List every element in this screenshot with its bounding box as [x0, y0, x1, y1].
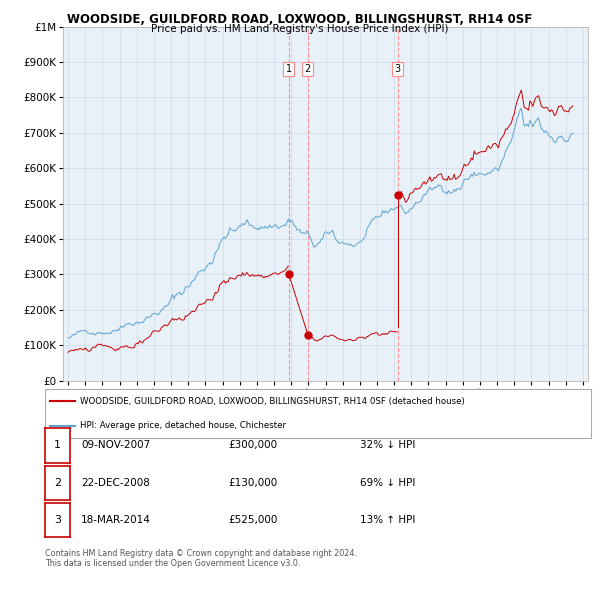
Text: 22-DEC-2008: 22-DEC-2008	[81, 478, 150, 487]
Text: 09-NOV-2007: 09-NOV-2007	[81, 441, 150, 450]
Text: 3: 3	[54, 516, 61, 525]
Text: Price paid vs. HM Land Registry's House Price Index (HPI): Price paid vs. HM Land Registry's House …	[151, 24, 449, 34]
Text: £300,000: £300,000	[228, 441, 277, 450]
Text: WOODSIDE, GUILDFORD ROAD, LOXWOOD, BILLINGSHURST, RH14 0SF (detached house): WOODSIDE, GUILDFORD ROAD, LOXWOOD, BILLI…	[80, 397, 465, 406]
Text: Contains HM Land Registry data © Crown copyright and database right 2024.: Contains HM Land Registry data © Crown c…	[45, 549, 357, 558]
Text: 32% ↓ HPI: 32% ↓ HPI	[360, 441, 415, 450]
Text: £525,000: £525,000	[228, 516, 277, 525]
Text: 13% ↑ HPI: 13% ↑ HPI	[360, 516, 415, 525]
Text: This data is licensed under the Open Government Licence v3.0.: This data is licensed under the Open Gov…	[45, 559, 301, 568]
Text: 1: 1	[286, 64, 292, 74]
Text: 3: 3	[395, 64, 401, 74]
Text: 1: 1	[54, 441, 61, 450]
Text: £130,000: £130,000	[228, 478, 277, 487]
Text: 18-MAR-2014: 18-MAR-2014	[81, 516, 151, 525]
Text: 2: 2	[305, 64, 311, 74]
Text: 2: 2	[54, 478, 61, 487]
Text: 69% ↓ HPI: 69% ↓ HPI	[360, 478, 415, 487]
Text: WOODSIDE, GUILDFORD ROAD, LOXWOOD, BILLINGSHURST, RH14 0SF: WOODSIDE, GUILDFORD ROAD, LOXWOOD, BILLI…	[67, 13, 533, 26]
Text: HPI: Average price, detached house, Chichester: HPI: Average price, detached house, Chic…	[80, 421, 286, 430]
